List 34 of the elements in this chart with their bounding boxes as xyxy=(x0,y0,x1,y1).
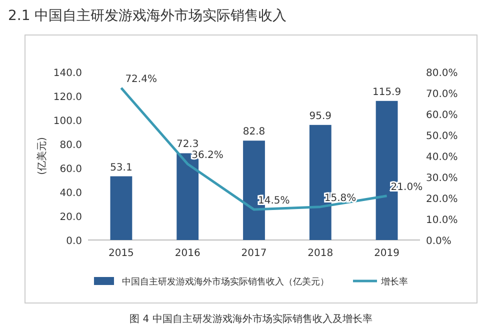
data-label: 115.9 xyxy=(372,86,402,98)
data-label: 95.9 xyxy=(309,110,332,122)
x-tick-label: 2018 xyxy=(308,248,334,259)
y-tick-label: 0.0 xyxy=(66,236,82,247)
y-tick-label: 140.0 xyxy=(53,68,82,79)
x-tick-label: 2016 xyxy=(174,248,200,259)
y2-tick-label: 0.0% xyxy=(426,236,452,247)
y2-tick-label: 30.0% xyxy=(426,173,458,184)
y2-tick-label: 80.0% xyxy=(426,68,458,79)
y2-tick-label: 70.0% xyxy=(426,89,458,100)
y-tick-label: 60.0 xyxy=(60,164,82,175)
data-label: 53.1 xyxy=(110,162,132,174)
y-tick-label: 80.0 xyxy=(60,140,82,151)
x-tick-label: 2015 xyxy=(108,248,134,259)
y2-tick-label: 50.0% xyxy=(426,131,458,142)
y-axis-title: (亿美元) xyxy=(36,137,48,175)
y-tick-label: 40.0 xyxy=(60,188,82,199)
bar xyxy=(110,176,132,240)
data-label: 82.8 xyxy=(242,126,266,138)
legend-label: 中国自主研发游戏海外市场实际销售收入（亿美元） xyxy=(122,276,329,288)
caption: 图 4 中国自主研发游戏海外市场实际销售收入及增长率 xyxy=(130,313,372,325)
y-tick-label: 20.0 xyxy=(60,212,82,223)
y-tick-label: 120.0 xyxy=(53,92,82,103)
y2-tick-label: 10.0% xyxy=(426,215,458,226)
y2-tick-label: 20.0% xyxy=(426,194,458,205)
y2-tick-label: 60.0% xyxy=(426,110,458,121)
chart-title: 2.1 中国自主研发游戏海外市场实际销售收入 xyxy=(8,8,287,24)
y-tick-label: 100.0 xyxy=(53,116,82,127)
legend-label: 增长率 xyxy=(380,276,408,288)
y2-tick-label: 40.0% xyxy=(426,152,458,163)
x-tick-label: 2017 xyxy=(241,248,267,259)
data-label: 72.4% xyxy=(125,74,157,85)
x-tick-label: 2019 xyxy=(374,248,400,259)
data-label: 72.3 xyxy=(176,139,199,150)
